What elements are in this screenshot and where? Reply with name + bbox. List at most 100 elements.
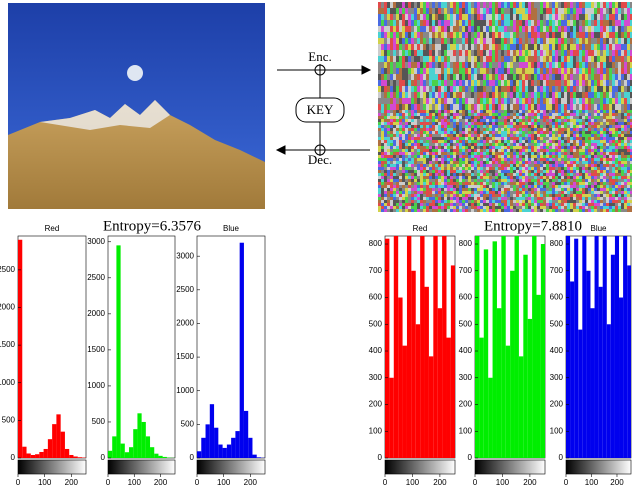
x-tick-label: 100	[38, 478, 52, 487]
bar	[506, 346, 510, 458]
y-tick-label: 600	[369, 293, 383, 302]
gray-bar	[18, 460, 86, 474]
histogram: 0500100015002000250030000100200	[87, 236, 175, 487]
x-tick-label: 100	[128, 478, 142, 487]
bar	[528, 319, 532, 458]
bar	[163, 457, 167, 458]
bar	[121, 444, 125, 458]
bar	[65, 449, 69, 458]
y-tick-label: 200	[550, 400, 564, 409]
bar	[510, 271, 514, 458]
bar	[599, 287, 603, 458]
x-tick-label: 200	[65, 478, 79, 487]
bar	[201, 438, 205, 458]
bar	[197, 451, 201, 458]
bar	[231, 438, 235, 458]
bar	[425, 287, 429, 458]
bar	[150, 447, 154, 458]
bar	[570, 281, 574, 458]
bar	[627, 265, 631, 458]
y-tick-label: 200	[369, 400, 383, 409]
y-tick-label: 500	[92, 417, 106, 426]
y-tick-label: 2500	[87, 273, 105, 282]
bar	[607, 324, 611, 458]
bar	[61, 432, 65, 458]
y-tick-label: 1500	[0, 340, 16, 349]
dec-label: Dec.	[308, 152, 332, 167]
x-tick-label: 200	[433, 478, 447, 487]
bar	[154, 454, 158, 458]
y-tick-label: 500	[2, 415, 16, 424]
histogram-title: Red	[413, 224, 428, 233]
gray-bar	[475, 460, 545, 474]
x-tick-label: 200	[610, 478, 624, 487]
x-tick-label: 200	[523, 478, 537, 487]
y-tick-label: 2500	[0, 265, 16, 274]
bar	[218, 445, 222, 458]
bar	[532, 236, 536, 458]
y-tick-label: 800	[550, 239, 564, 248]
bar	[385, 239, 389, 458]
bar	[479, 338, 483, 458]
histogram-title: Blue	[590, 224, 607, 233]
bar	[244, 411, 248, 458]
bar	[18, 240, 22, 458]
bar	[129, 447, 133, 458]
y-tick-label: 400	[550, 346, 564, 355]
bar	[158, 456, 162, 458]
y-tick-label: 200	[459, 400, 473, 409]
histogram: 01002003004005006007008000100200Red	[369, 224, 456, 487]
histogram: 0500100015002000250030000100200Blue	[176, 224, 265, 487]
y-tick-label: 0	[559, 453, 564, 462]
bar	[39, 452, 43, 458]
bar	[578, 330, 582, 458]
x-tick-label: 100	[217, 478, 231, 487]
bar	[389, 378, 393, 458]
bar	[566, 236, 570, 458]
bar	[433, 236, 437, 458]
bar	[523, 255, 527, 458]
bar	[446, 338, 450, 458]
bar	[420, 236, 424, 458]
y-tick-label: 1500	[87, 345, 105, 354]
y-tick-label: 1000	[176, 386, 194, 395]
bar	[484, 249, 488, 458]
y-tick-label: 100	[459, 426, 473, 435]
bar	[252, 455, 256, 458]
bar	[407, 236, 411, 458]
y-tick-label: 700	[459, 266, 473, 275]
bar	[475, 236, 479, 458]
bar	[112, 436, 116, 458]
bar	[541, 244, 545, 458]
y-tick-label: 500	[369, 319, 383, 328]
x-tick-label: 200	[244, 478, 258, 487]
entropy-label: Entropy=7.8810	[484, 218, 582, 234]
bar	[108, 451, 112, 458]
key-label: KEY	[307, 102, 334, 117]
bar	[438, 308, 442, 458]
bar	[515, 236, 519, 458]
bar	[493, 241, 497, 458]
bar	[398, 298, 402, 458]
y-tick-label: 600	[459, 293, 473, 302]
gray-bar	[566, 460, 631, 474]
y-tick-label: 300	[459, 373, 473, 382]
y-tick-label: 1500	[176, 352, 194, 361]
gray-bar	[385, 460, 455, 474]
bar	[78, 457, 82, 458]
bar	[536, 295, 540, 458]
bar	[411, 271, 415, 458]
encrypted-image	[378, 2, 632, 212]
x-tick-label: 100	[406, 478, 420, 487]
bar	[595, 236, 599, 458]
y-tick-label: 1000	[87, 381, 105, 390]
entropy-label: Entropy=6.3576	[103, 218, 202, 234]
bar	[394, 236, 398, 458]
x-tick-label: 0	[383, 478, 388, 487]
x-tick-label: 100	[585, 478, 599, 487]
x-tick-label: 100	[496, 478, 510, 487]
y-tick-label: 1000	[0, 378, 16, 387]
y-tick-label: 500	[181, 419, 195, 428]
histogram-title: Red	[45, 224, 60, 233]
